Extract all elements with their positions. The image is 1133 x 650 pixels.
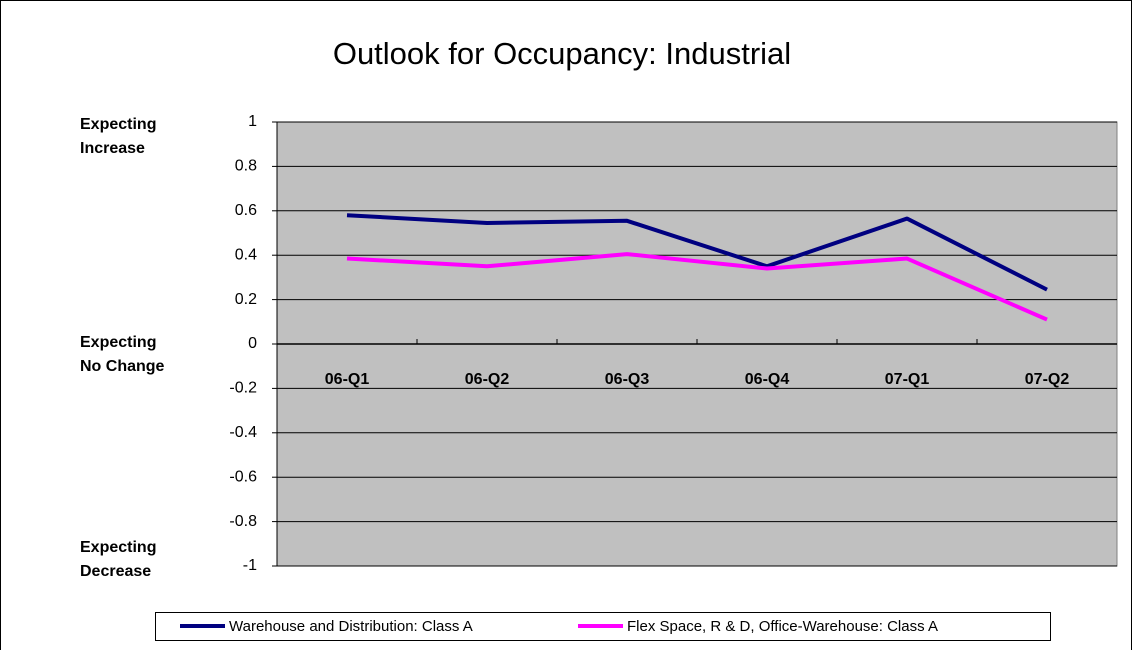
x-tick-label: 07-Q2 bbox=[1025, 371, 1070, 388]
x-tick-label: 07-Q1 bbox=[885, 371, 930, 388]
x-tick-label: 06-Q2 bbox=[465, 371, 510, 388]
annotation: Increase bbox=[80, 140, 145, 157]
annotation: Expecting bbox=[80, 116, 156, 133]
annotation: Decrease bbox=[80, 563, 151, 580]
y-tick-label: -0.6 bbox=[229, 468, 257, 485]
legend-label: Warehouse and Distribution: Class A bbox=[229, 618, 473, 635]
y-tick-label: 0.8 bbox=[235, 158, 257, 175]
x-tick-label: 06-Q3 bbox=[605, 371, 650, 388]
x-tick-label: 06-Q4 bbox=[745, 371, 790, 388]
x-tick-label: 06-Q1 bbox=[325, 371, 370, 388]
chart-title: Outlook for Occupancy: Industrial bbox=[333, 36, 791, 71]
y-tick-label: 0.4 bbox=[235, 246, 257, 263]
y-tick-label: 1 bbox=[248, 113, 257, 130]
series-line bbox=[346, 213, 1048, 292]
annotation: Expecting bbox=[80, 539, 156, 556]
y-tick-label: -0.8 bbox=[229, 513, 257, 530]
y-tick-label: -0.4 bbox=[229, 424, 257, 441]
y-tick-label: 0.2 bbox=[235, 291, 257, 308]
series-line bbox=[346, 252, 1048, 322]
annotation: No Change bbox=[80, 358, 165, 375]
y-tick-label: -0.2 bbox=[229, 380, 257, 397]
y-tick-label: 0 bbox=[248, 335, 257, 352]
y-tick-label: -1 bbox=[243, 557, 257, 574]
annotation: Expecting bbox=[80, 334, 156, 351]
y-tick-label: 0.6 bbox=[235, 202, 257, 219]
legend-label: Flex Space, R & D, Office-Warehouse: Cla… bbox=[627, 618, 938, 635]
